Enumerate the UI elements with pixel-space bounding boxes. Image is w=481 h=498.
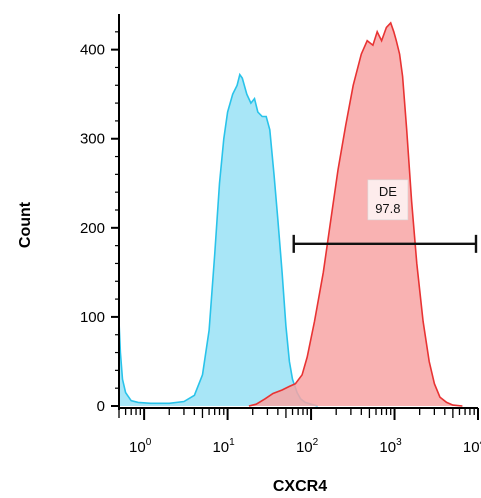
series-area-1	[248, 22, 463, 407]
y-tick-label: 300	[80, 131, 105, 148]
series-line-0	[118, 72, 318, 407]
x-tick-label: 104	[463, 437, 481, 456]
y-tick-label: 0	[97, 398, 105, 415]
series-line-1	[248, 21, 463, 407]
x-axis-title: CXCR4	[273, 478, 327, 495]
series-layer	[118, 21, 463, 407]
y-tick-label: 100	[80, 309, 105, 326]
y-tick-label: 200	[80, 220, 105, 237]
gate-value: 97.8	[375, 201, 400, 216]
x-tick-label: 103	[379, 437, 402, 456]
x-tick-label: 100	[129, 437, 152, 456]
x-tick-label: 101	[212, 437, 235, 456]
y-axis-title: Count	[17, 201, 34, 248]
series-area-0	[119, 74, 318, 406]
axes-layer: 0 100 200 300 400 100 101 102 103 104	[80, 14, 481, 456]
gate-label-box	[367, 179, 409, 221]
x-tick-label: 102	[296, 437, 319, 456]
y-tick-label: 400	[80, 42, 105, 59]
gate-layer: DE 97.8	[292, 179, 478, 253]
gate-name: DE	[379, 184, 397, 199]
